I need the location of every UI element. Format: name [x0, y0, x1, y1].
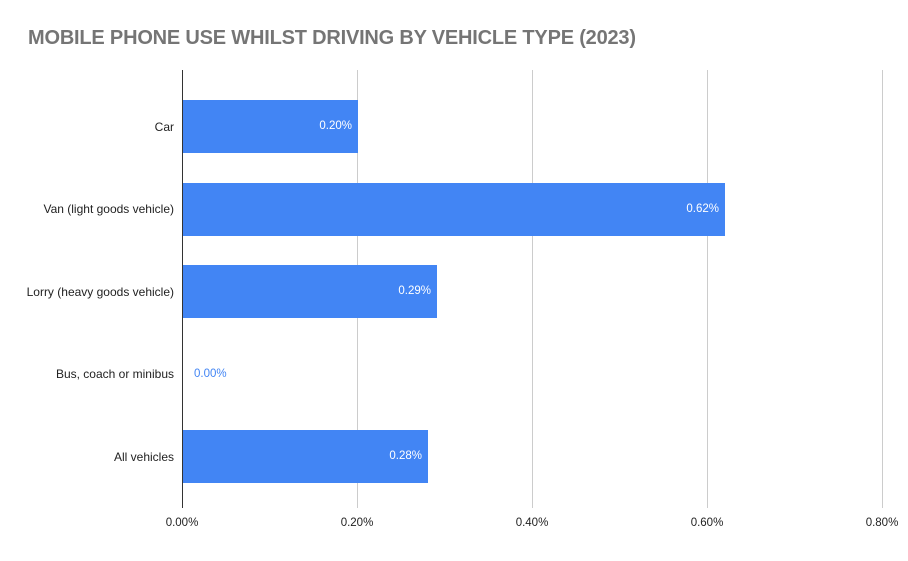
- bar-value-label: 0.29%: [398, 285, 431, 298]
- x-tick-label: 0.80%: [865, 517, 899, 529]
- plot-area: 0.20% 0.62% 0.29% 0.00% 0.28%: [182, 70, 883, 508]
- bar: 0.28%: [183, 430, 428, 484]
- category-label: Car: [154, 119, 174, 134]
- bar: 0.20%: [183, 100, 358, 153]
- x-tick-label: 0.40%: [515, 517, 549, 529]
- bar-value-label: 0.20%: [319, 120, 352, 132]
- chart-title: MOBILE PHONE USE WHILST DRIVING BY VEHIC…: [28, 27, 636, 49]
- category-label: Lorry (heavy goods vehicle): [26, 284, 174, 299]
- bar-value-label-outside: 0.00%: [194, 367, 227, 380]
- x-tick-label: 0.60%: [690, 517, 724, 529]
- gridline: [707, 70, 708, 508]
- category-label: All vehicles: [113, 449, 174, 464]
- x-tick-label: 0.00%: [165, 517, 199, 529]
- bar-value-label: 0.62%: [686, 202, 719, 215]
- bar: 0.29%: [183, 265, 437, 319]
- category-label: Van (light goods vehicle): [43, 202, 174, 217]
- bar: 0.62%: [183, 182, 725, 236]
- category-label: Bus, coach or minibus: [55, 367, 174, 382]
- bar-value-label: 0.28%: [389, 450, 422, 463]
- gridline: [882, 70, 883, 508]
- axis-baseline: [182, 70, 183, 508]
- gridline: [532, 70, 533, 508]
- x-tick-label: 0.20%: [340, 517, 374, 529]
